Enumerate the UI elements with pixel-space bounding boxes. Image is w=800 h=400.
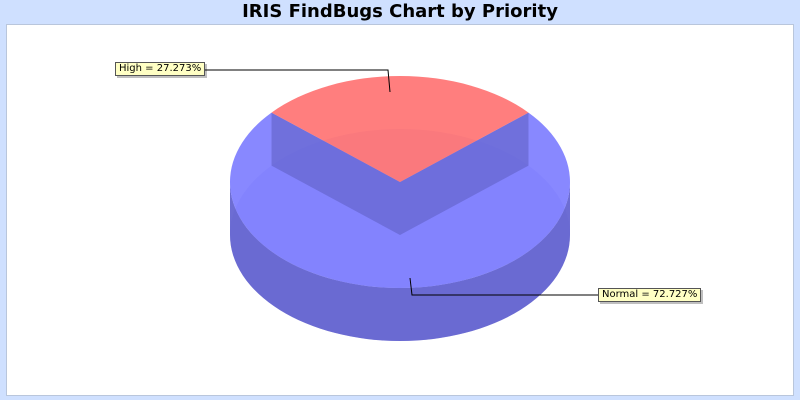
label-normal: Normal = 72.727% xyxy=(598,288,702,302)
slice-high xyxy=(271,76,529,182)
leader-line-normal xyxy=(409,277,598,296)
label-high: High = 27.273% xyxy=(115,62,206,76)
slice-cut-left xyxy=(271,112,400,235)
chart-title: IRIS FindBugs Chart by Priority xyxy=(242,1,558,22)
slice-cut-right xyxy=(400,112,529,235)
leader-line-high xyxy=(203,69,391,93)
slice-normal-side xyxy=(230,182,570,341)
